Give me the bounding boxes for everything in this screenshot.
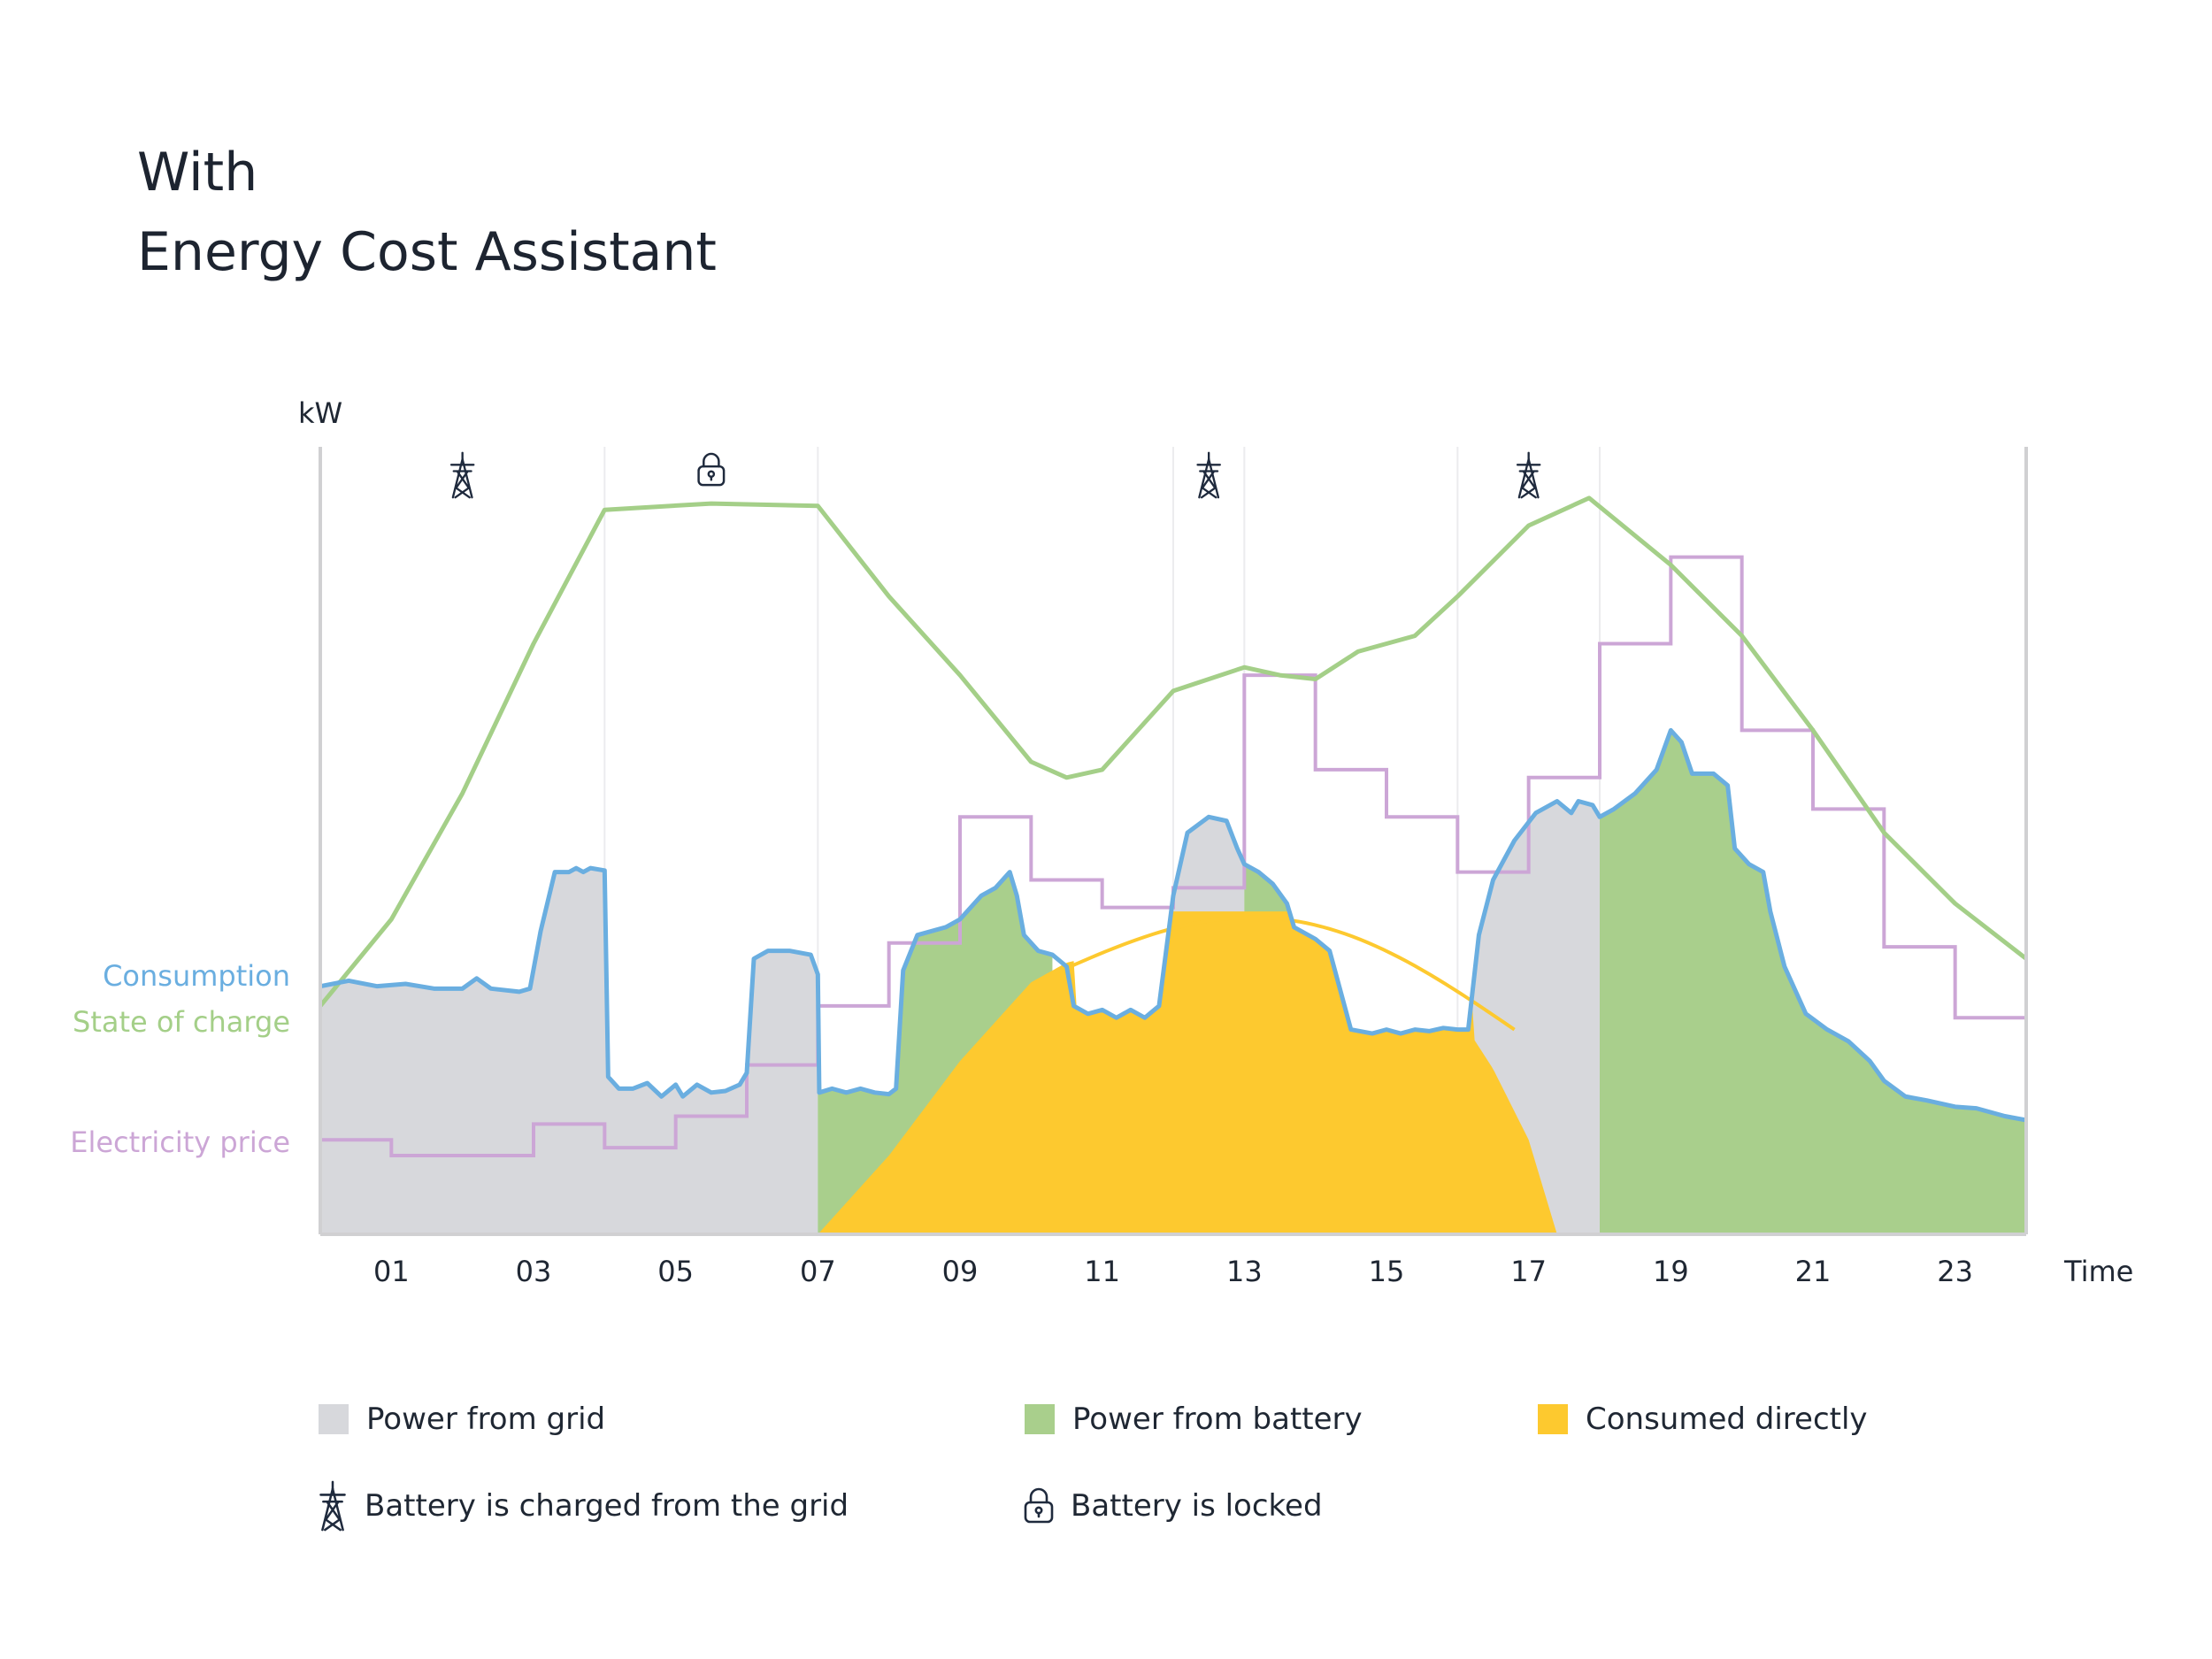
title-line-1: With [137,142,258,204]
state-of-charge-line [319,495,2028,1008]
x-tick-label: 01 [373,1255,410,1288]
chart-lines [319,495,2028,1157]
title-line-2: Energy Cost Assistant [137,221,717,283]
chart-areas [320,730,2026,1234]
power-tower-icon [1196,451,1222,499]
x-tick-label: 13 [1226,1255,1263,1288]
x-tick-label: 03 [516,1255,552,1288]
state-of-charge-label: State of charge [73,1005,290,1039]
power-tower-icon [449,451,475,499]
page-title: With Energy Cost Assistant [137,133,717,292]
x-tick-labels: 01 03 05 07 09 11 13 15 17 19 21 23 [373,1255,1973,1288]
solar-production-line [1051,915,1516,1032]
y-axis-label-group: kW [298,396,342,430]
power-from-battery-area [1600,730,2026,1234]
chart-axes [319,447,2028,1236]
electricity-price-label: Electricity price [70,1125,290,1159]
consumption-label: Consumption [103,959,290,993]
x-tick-label: 07 [800,1255,836,1288]
lock-icon [697,452,726,487]
x-tick-label: 23 [1937,1255,1973,1288]
power-from-grid-area [320,868,818,1234]
x-tick-label: 19 [1653,1255,1689,1288]
x-tick-label: 11 [1084,1255,1120,1288]
x-tick-label: 17 [1510,1255,1547,1288]
x-tick-label: 15 [1369,1255,1405,1288]
consumed-directly-area [818,911,1557,1234]
chart-icons [449,451,1541,499]
x-tick-label: 05 [657,1255,694,1288]
y-axis-label: kW [298,396,342,430]
consumption-line [319,727,2027,1123]
x-tick-label: 09 [942,1255,979,1288]
x-axis-label: Time [2063,1255,2133,1288]
electricity-price-line [320,555,2026,1157]
x-tick-label: 21 [1795,1255,1832,1288]
power-tower-icon [1516,451,1541,499]
